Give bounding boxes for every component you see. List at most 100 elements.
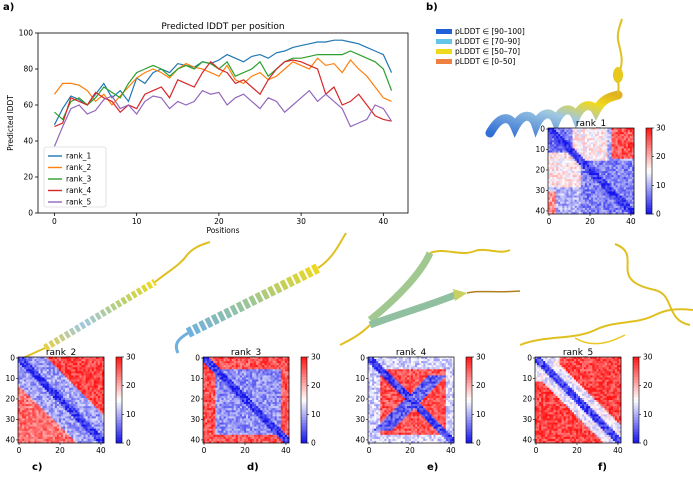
heatmap-cell (617, 152, 620, 155)
heatmap-cell (75, 432, 78, 436)
heatmap-cell (609, 154, 612, 157)
heatmap-cell (264, 377, 267, 380)
heatmap-cell (205, 418, 208, 421)
heatmap-cell (560, 179, 563, 182)
heatmap-cell (586, 128, 590, 131)
heatmap-cell (26, 440, 29, 444)
heatmap-cell (566, 187, 569, 190)
heatmap-cell (572, 207, 575, 211)
heatmap-cell (233, 416, 237, 419)
heatmap-cell (607, 181, 610, 184)
heatmap-cell (217, 408, 220, 411)
heatmap-cell (233, 373, 237, 376)
heatmap-cell (219, 393, 222, 397)
heatmap-cell (597, 158, 600, 162)
heatmap-cell (58, 377, 62, 380)
heatmap-cell (34, 412, 37, 415)
heatmap-cell (613, 156, 616, 160)
heatmap-cell (81, 377, 84, 380)
heatmap-cell (61, 408, 64, 411)
heatmap-cell (58, 383, 62, 386)
heatmap-cell (617, 166, 620, 170)
heatmap-cell (215, 367, 218, 370)
heatmap-cell (558, 144, 561, 147)
heatmap-cell (38, 383, 41, 386)
heatmap-cell (95, 369, 99, 372)
heatmap-cell (22, 422, 25, 425)
heatmap-cell (79, 432, 82, 436)
heatmap-cell (52, 410, 56, 413)
heatmap-cell (22, 404, 25, 407)
heatmap-cell (77, 367, 80, 370)
heatmap-cell (65, 385, 68, 389)
heatmap-cell (282, 410, 286, 413)
heatmap-cell (266, 383, 269, 386)
heatmap-cell (40, 391, 43, 395)
heatmap-cell (63, 410, 66, 413)
heatmap-cell (217, 375, 220, 378)
heatmap-cell (58, 389, 62, 393)
heatmap-cell (227, 402, 230, 405)
heatmap-cell (266, 404, 269, 407)
heatmap-cell (34, 430, 37, 434)
heatmap-cell (95, 412, 99, 415)
heatmap-cell (576, 166, 580, 170)
heatmap-cell (69, 375, 72, 378)
heatmap-cell (250, 408, 253, 411)
heatmap-cell (44, 426, 47, 429)
heatmap-cell (225, 404, 228, 407)
heatmap-cell (284, 381, 288, 384)
heatmap-cell (227, 369, 230, 372)
heatmap-cell (56, 385, 60, 389)
heatmap-cell (568, 173, 571, 176)
heatmap-cell (97, 367, 101, 370)
heatmap-cell (219, 402, 222, 405)
heatmap-cell (75, 365, 78, 368)
heatmap-cell (36, 434, 39, 438)
heatmap-cell (246, 389, 249, 393)
heatmap-cell (580, 164, 584, 168)
heatmap-cell (54, 373, 58, 376)
heatmap-cell (241, 408, 245, 411)
heatmap-cell (217, 414, 220, 417)
heatmap-cell (578, 142, 582, 145)
heatmap-cell (599, 177, 602, 180)
heatmap-cell (574, 181, 577, 184)
heatmap-cell (73, 406, 76, 409)
heatmap-cell (603, 199, 606, 203)
heatmap-cell (548, 179, 551, 182)
heatmap-cell (593, 142, 596, 145)
heatmap-cell (615, 168, 618, 172)
heatmap-cell (556, 164, 559, 168)
heatmap-cell (205, 416, 208, 419)
heatmap-cell (56, 428, 60, 432)
heatmap-cell (223, 406, 226, 409)
heatmap-cell (221, 410, 224, 413)
heatmap-cell (217, 363, 220, 366)
heatmap-cell (20, 410, 23, 413)
heatmap-cell (38, 408, 41, 411)
heatmap-cell (207, 406, 210, 409)
heatmap-cell (215, 404, 218, 407)
heatmap-cell (34, 389, 37, 393)
heatmap-cell (552, 193, 555, 196)
heatmap-cell (625, 195, 629, 198)
heatmap-cell (262, 414, 265, 417)
heatmap-cell (625, 138, 629, 141)
heatmap-cell (243, 367, 247, 370)
heatmap-cell (67, 379, 70, 382)
heatmap-cell (61, 375, 64, 378)
heatmap-cell (576, 162, 580, 166)
heatmap-cell (582, 207, 586, 211)
heatmap-cell (631, 205, 635, 209)
heatmap-cell (71, 387, 74, 391)
heatmap-cell (252, 389, 255, 393)
heatmap-cell (101, 412, 105, 415)
heatmap-cell (73, 365, 76, 368)
heatmap-cell (229, 385, 232, 389)
heatmap-cell (77, 432, 80, 436)
heatmap-cell (97, 440, 101, 444)
heatmap-cell (42, 420, 45, 423)
heatmap-cell (264, 373, 267, 376)
heatmap-cell (32, 416, 35, 419)
